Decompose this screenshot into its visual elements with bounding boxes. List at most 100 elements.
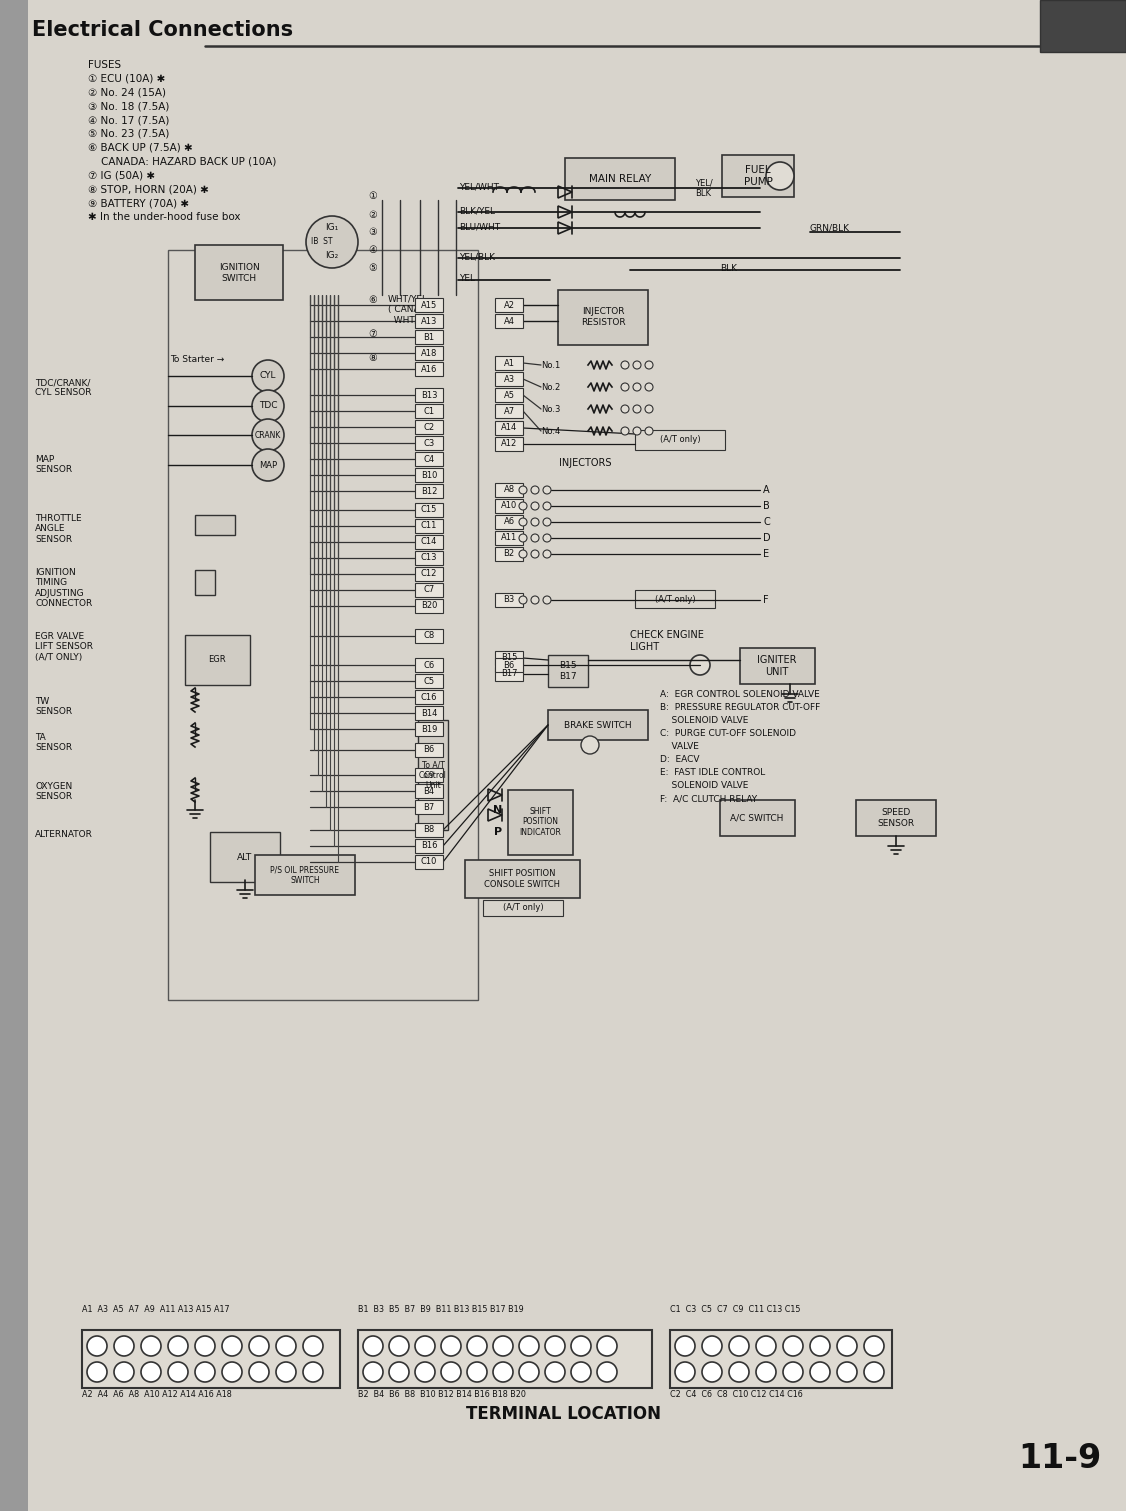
Text: ⑨ BATTERY (70A) ✱: ⑨ BATTERY (70A) ✱ — [88, 198, 189, 209]
Circle shape — [141, 1361, 161, 1383]
Text: A8: A8 — [503, 485, 515, 494]
Circle shape — [581, 736, 599, 754]
Circle shape — [531, 487, 539, 494]
Circle shape — [729, 1336, 749, 1355]
Circle shape — [543, 502, 551, 511]
Text: A2  A4  A6  A8  A10 A12 A14 A16 A18: A2 A4 A6 A8 A10 A12 A14 A16 A18 — [82, 1390, 232, 1399]
Text: INJECTOR
RESISTOR: INJECTOR RESISTOR — [581, 307, 625, 326]
Text: B: B — [763, 502, 770, 511]
Text: IGNITION
TIMING
ADJUSTING
CONNECTOR: IGNITION TIMING ADJUSTING CONNECTOR — [35, 568, 92, 609]
Circle shape — [252, 419, 284, 450]
Text: TW
SENSOR: TW SENSOR — [35, 697, 72, 716]
Text: YEL/WHT: YEL/WHT — [459, 183, 499, 192]
Circle shape — [622, 405, 629, 413]
Text: YEL/: YEL/ — [695, 178, 713, 187]
Bar — [415, 768, 443, 783]
Text: B6: B6 — [423, 745, 435, 754]
Text: B12: B12 — [421, 487, 437, 496]
Bar — [495, 403, 522, 419]
Bar — [415, 823, 443, 837]
Bar — [495, 484, 522, 497]
Text: C5: C5 — [423, 677, 435, 686]
Bar — [195, 245, 283, 301]
Text: TA
SENSOR: TA SENSOR — [35, 733, 72, 752]
Text: B1  B3  B5  B7  B9  B11 B13 B15 B17 B19: B1 B3 B5 B7 B9 B11 B13 B15 B17 B19 — [358, 1306, 524, 1315]
Text: A6: A6 — [503, 517, 515, 526]
Text: C15: C15 — [421, 506, 437, 515]
Circle shape — [114, 1361, 134, 1383]
Bar — [415, 388, 443, 402]
Bar — [495, 666, 522, 681]
Text: C:  PURGE CUT-OFF SOLENOID: C: PURGE CUT-OFF SOLENOID — [660, 728, 796, 737]
Bar — [415, 552, 443, 565]
Bar — [415, 598, 443, 613]
Text: CANADA: HAZARD BACK UP (10A): CANADA: HAZARD BACK UP (10A) — [88, 157, 276, 166]
Bar — [185, 635, 250, 684]
Text: A1  A3  A5  A7  A9  A11 A13 A15 A17: A1 A3 A5 A7 A9 A11 A13 A15 A17 — [82, 1306, 230, 1315]
Circle shape — [519, 518, 527, 526]
Bar — [254, 855, 355, 895]
Text: TERMINAL LOCATION: TERMINAL LOCATION — [465, 1405, 661, 1423]
Circle shape — [87, 1336, 107, 1355]
Text: C8: C8 — [423, 632, 435, 641]
Text: A/C SWITCH: A/C SWITCH — [731, 813, 784, 822]
Text: BLK: BLK — [695, 189, 711, 198]
Text: ①: ① — [368, 190, 377, 201]
Text: C13: C13 — [421, 553, 437, 562]
Text: SOLENOID VALVE: SOLENOID VALVE — [660, 781, 749, 790]
Text: MAP: MAP — [259, 461, 277, 470]
Text: ③: ③ — [368, 227, 377, 237]
Text: IG₂: IG₂ — [325, 251, 339, 260]
Text: B10: B10 — [421, 470, 437, 479]
Circle shape — [645, 428, 653, 435]
Bar — [168, 249, 479, 1000]
Bar — [415, 503, 443, 517]
Text: B7: B7 — [423, 802, 435, 811]
Text: IG₁: IG₁ — [325, 224, 339, 233]
Text: A5: A5 — [503, 390, 515, 399]
Bar — [82, 1330, 340, 1389]
Text: A1: A1 — [503, 358, 515, 367]
Text: SPEED
SENSOR: SPEED SENSOR — [877, 808, 914, 828]
Circle shape — [531, 550, 539, 558]
Bar — [495, 515, 522, 529]
Circle shape — [519, 502, 527, 511]
Text: F:  A/C CLUTCH RELAY: F: A/C CLUTCH RELAY — [660, 793, 757, 802]
Circle shape — [571, 1336, 591, 1355]
Circle shape — [519, 487, 527, 494]
Text: A10: A10 — [501, 502, 517, 511]
Text: B2  B4  B6  B8  B10 B12 B14 B16 B18 B20: B2 B4 B6 B8 B10 B12 B14 B16 B18 B20 — [358, 1390, 526, 1399]
Text: ⑥ BACK UP (7.5A) ✱: ⑥ BACK UP (7.5A) ✱ — [88, 144, 193, 153]
Circle shape — [531, 533, 539, 542]
Text: MAP
SENSOR: MAP SENSOR — [35, 455, 72, 474]
Bar — [670, 1330, 892, 1389]
Text: B8: B8 — [423, 825, 435, 834]
Bar — [495, 422, 522, 435]
Text: A12: A12 — [501, 440, 517, 449]
Text: A16: A16 — [421, 364, 437, 373]
Circle shape — [837, 1336, 857, 1355]
Text: BLK/YEL: BLK/YEL — [459, 207, 495, 216]
Bar — [415, 691, 443, 704]
Bar — [415, 855, 443, 869]
Text: SOLENOID VALVE: SOLENOID VALVE — [660, 716, 749, 725]
Text: TDC: TDC — [259, 402, 277, 411]
Text: C6: C6 — [423, 660, 435, 669]
Text: ⑦ IG (50A) ✱: ⑦ IG (50A) ✱ — [88, 171, 155, 180]
Text: B14: B14 — [421, 709, 437, 718]
Bar — [722, 156, 794, 196]
Bar — [415, 839, 443, 854]
Text: B15
B17: B15 B17 — [560, 662, 577, 680]
Text: No.2: No.2 — [540, 382, 561, 391]
Circle shape — [783, 1361, 803, 1383]
Bar — [720, 799, 795, 836]
Bar — [508, 790, 573, 855]
Text: ⑥: ⑥ — [368, 295, 377, 305]
Circle shape — [864, 1361, 884, 1383]
Circle shape — [633, 405, 641, 413]
Bar — [358, 1330, 652, 1389]
Text: F: F — [763, 595, 769, 604]
Circle shape — [597, 1361, 617, 1383]
Circle shape — [633, 428, 641, 435]
Circle shape — [837, 1361, 857, 1383]
